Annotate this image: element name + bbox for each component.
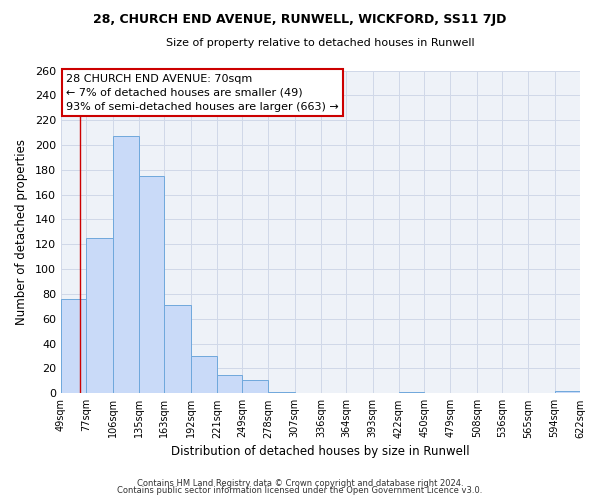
X-axis label: Distribution of detached houses by size in Runwell: Distribution of detached houses by size …: [171, 444, 470, 458]
Bar: [399, 392, 424, 394]
Text: 28, CHURCH END AVENUE, RUNWELL, WICKFORD, SS11 7JD: 28, CHURCH END AVENUE, RUNWELL, WICKFORD…: [94, 12, 506, 26]
Text: Contains HM Land Registry data © Crown copyright and database right 2024.: Contains HM Land Registry data © Crown c…: [137, 478, 463, 488]
Bar: [191, 356, 217, 394]
Y-axis label: Number of detached properties: Number of detached properties: [15, 139, 28, 325]
Bar: [242, 380, 268, 394]
Bar: [164, 305, 191, 394]
Text: Contains public sector information licensed under the Open Government Licence v3: Contains public sector information licen…: [118, 486, 482, 495]
Bar: [554, 391, 580, 394]
Bar: [113, 136, 139, 394]
Bar: [217, 374, 242, 394]
Text: 28 CHURCH END AVENUE: 70sqm
← 7% of detached houses are smaller (49)
93% of semi: 28 CHURCH END AVENUE: 70sqm ← 7% of deta…: [66, 74, 339, 112]
Bar: [86, 238, 113, 394]
Bar: [268, 392, 295, 394]
Bar: [139, 176, 164, 394]
Title: Size of property relative to detached houses in Runwell: Size of property relative to detached ho…: [166, 38, 475, 48]
Bar: [61, 299, 86, 394]
